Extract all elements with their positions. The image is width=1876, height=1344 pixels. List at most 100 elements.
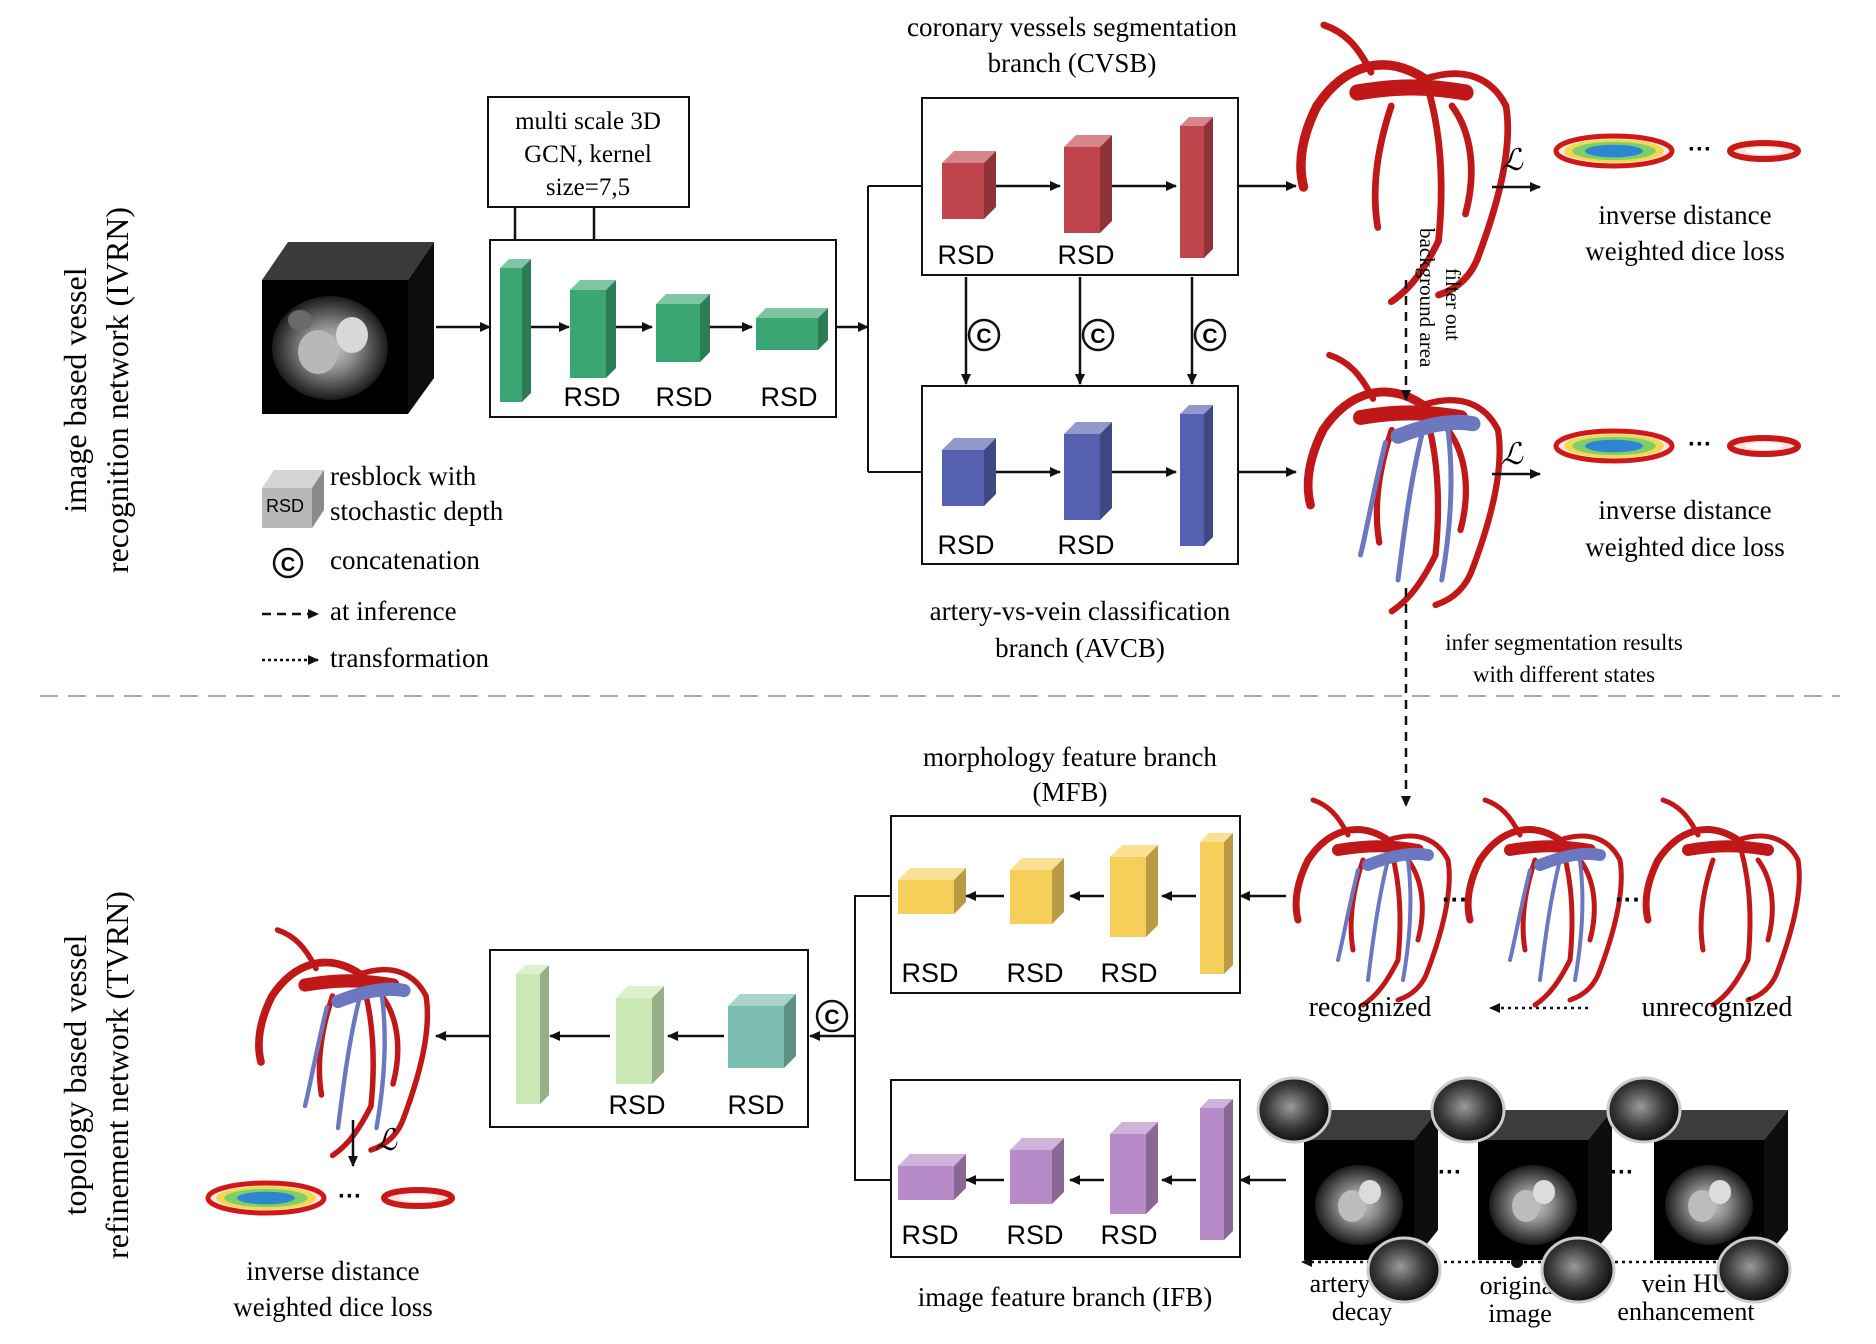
gcn-note-line3: size=7,5 [546, 174, 630, 201]
concat-icon-text-3: C [1202, 325, 1217, 348]
cvsb-block-3 [1180, 117, 1213, 258]
mfb-ifb-merge-line [854, 895, 891, 1181]
cvsb-block-2 [1064, 135, 1112, 233]
loss-ellipsis-final: ··· [338, 1183, 362, 1210]
loss-symbol-final: ℒ [375, 1123, 398, 1158]
loss-ring-final-small [381, 1187, 455, 1209]
loss-ellipsis-avcb: ··· [1688, 431, 1712, 458]
unrecognized-vessel [1642, 797, 1802, 1008]
avcb-rsd-label-2: RSD [1057, 530, 1114, 560]
bottom-section-title-1: topology based vessel [57, 934, 93, 1215]
loss-symbol-cvsb: ℒ [1501, 143, 1524, 178]
ifb-block-3 [1010, 1138, 1064, 1204]
mfb-block-3 [1010, 858, 1064, 924]
ct-vein-enhancement [1606, 1076, 1792, 1304]
concat-icon-3 [1193, 318, 1227, 352]
recognized-label: recognized [1309, 992, 1432, 1023]
encoder-rsd-label-2: RSD [655, 382, 712, 412]
artery-decay-2: decay [1332, 1297, 1393, 1326]
recognized-vessel [1292, 797, 1452, 1008]
mfb-rsd-label-3: RSD [1100, 958, 1157, 988]
loss-avcb-line1: inverse distance [1598, 495, 1771, 525]
avcb-output-vessel [1303, 351, 1503, 615]
loss-ellipsis-cvsb: ··· [1688, 136, 1712, 163]
ct-ellipsis-2: ··· [1610, 1159, 1634, 1186]
intermediate-vessel [1464, 797, 1624, 1008]
ct-original [1430, 1076, 1616, 1304]
legend-rsd-line1: resblock with [330, 461, 477, 491]
cvsb-block-1 [942, 151, 996, 219]
refine-concat-icon-text: C [824, 1006, 839, 1029]
legend: RSD resblock with stochastic depth C con… [262, 461, 504, 673]
legend-inference: at inference [330, 596, 457, 626]
ifb-rsd-label-2: RSD [1006, 1220, 1063, 1250]
state-ellipsis-1: ··· [1442, 884, 1468, 914]
ct-ellipsis-1: ··· [1438, 1159, 1462, 1186]
avcb-block-1 [942, 438, 996, 506]
loss-ring-cvsb-small [1727, 140, 1801, 162]
cvsb-rsd-label-2: RSD [1057, 240, 1114, 270]
ifb-block-4 [898, 1154, 966, 1200]
refine-rsd-label-1: RSD [608, 1090, 665, 1120]
mfb-rsd-label-1: RSD [901, 958, 958, 988]
ct-artery-decay [1256, 1076, 1442, 1304]
loss-ring-avcb-large [1553, 428, 1675, 464]
cvsb-title-1: coronary vessels segmentation [907, 12, 1237, 42]
bottom-section-title-2: refinement network (TVRN) [99, 891, 135, 1259]
loss-ring-final-large [205, 1180, 327, 1216]
refine-concat-icon [815, 999, 849, 1033]
refine-block-2 [616, 986, 664, 1084]
loss-ring-avcb-small [1727, 435, 1801, 457]
mfb-rsd-label-2: RSD [1006, 958, 1063, 988]
top-section-title-1: image based vessel [57, 267, 93, 512]
concat-icon-1 [967, 318, 1001, 352]
legend-concat-icon-text: C [281, 554, 295, 576]
legend-transform: transformation [330, 643, 489, 673]
avcb-block-3 [1180, 405, 1213, 546]
state-ellipsis-2: ··· [1615, 884, 1641, 914]
unrecognized-label: unrecognized [1642, 992, 1793, 1023]
filter-text-2: background area [1415, 228, 1439, 368]
cvsb-output-vessel [1296, 21, 1512, 306]
infer-text-1: infer segmentation results [1445, 630, 1683, 655]
mfb-block-1 [1200, 833, 1233, 974]
concat-icon-text-1: C [976, 325, 991, 348]
filter-text-1: filter out [1441, 268, 1465, 341]
ifb-block-2 [1110, 1122, 1158, 1214]
avcb-block-2 [1064, 422, 1112, 520]
original-image-2: image [1488, 1299, 1552, 1328]
legend-rsd-cube [262, 470, 324, 528]
ifb-title: image feature branch (IFB) [918, 1282, 1213, 1312]
mfb-block-4 [898, 868, 966, 914]
loss-cvsb-line2: weighted dice loss [1585, 236, 1784, 266]
encoder-rsd-label-1: RSD [563, 382, 620, 412]
infer-text-2: with different states [1473, 662, 1655, 687]
mfb-title-1: morphology feature branch [923, 742, 1217, 772]
encoder-block-1 [500, 259, 531, 402]
encoder-block-4 [756, 308, 828, 350]
refine-block-3 [516, 965, 549, 1104]
mfb-block-2 [1110, 845, 1158, 937]
refine-rsd-label-2: RSD [727, 1090, 784, 1120]
refined-output-vessel [255, 927, 431, 1159]
avcb-rsd-label-1: RSD [937, 530, 994, 560]
legend-rsd-icon-text: RSD [266, 496, 304, 516]
gcn-note-box [487, 96, 690, 208]
gcn-note-line1: multi scale 3D [515, 108, 661, 135]
ifb-rsd-label-3: RSD [1100, 1220, 1157, 1250]
cvsb-title-2: branch (CVSB) [988, 48, 1157, 78]
legend-rsd-line2: stochastic depth [330, 496, 504, 526]
loss-avcb-line2: weighted dice loss [1585, 532, 1784, 562]
gcn-note-line2: GCN, kernel [524, 141, 652, 168]
loss-final-line2: weighted dice loss [233, 1292, 432, 1322]
avcb-title-2: branch (AVCB) [995, 633, 1165, 663]
concat-icon-2 [1081, 318, 1115, 352]
encoder-block-3 [656, 294, 710, 362]
ifb-rsd-label-1: RSD [901, 1220, 958, 1250]
refine-block-1 [728, 994, 796, 1068]
avcb-title-1: artery-vs-vein classification [930, 596, 1231, 626]
loss-final-line1: inverse distance [246, 1256, 419, 1286]
ifb-block-1 [1200, 1099, 1233, 1240]
loss-ring-cvsb-large [1553, 133, 1675, 169]
vein-enh-2: enhancement [1617, 1297, 1755, 1326]
